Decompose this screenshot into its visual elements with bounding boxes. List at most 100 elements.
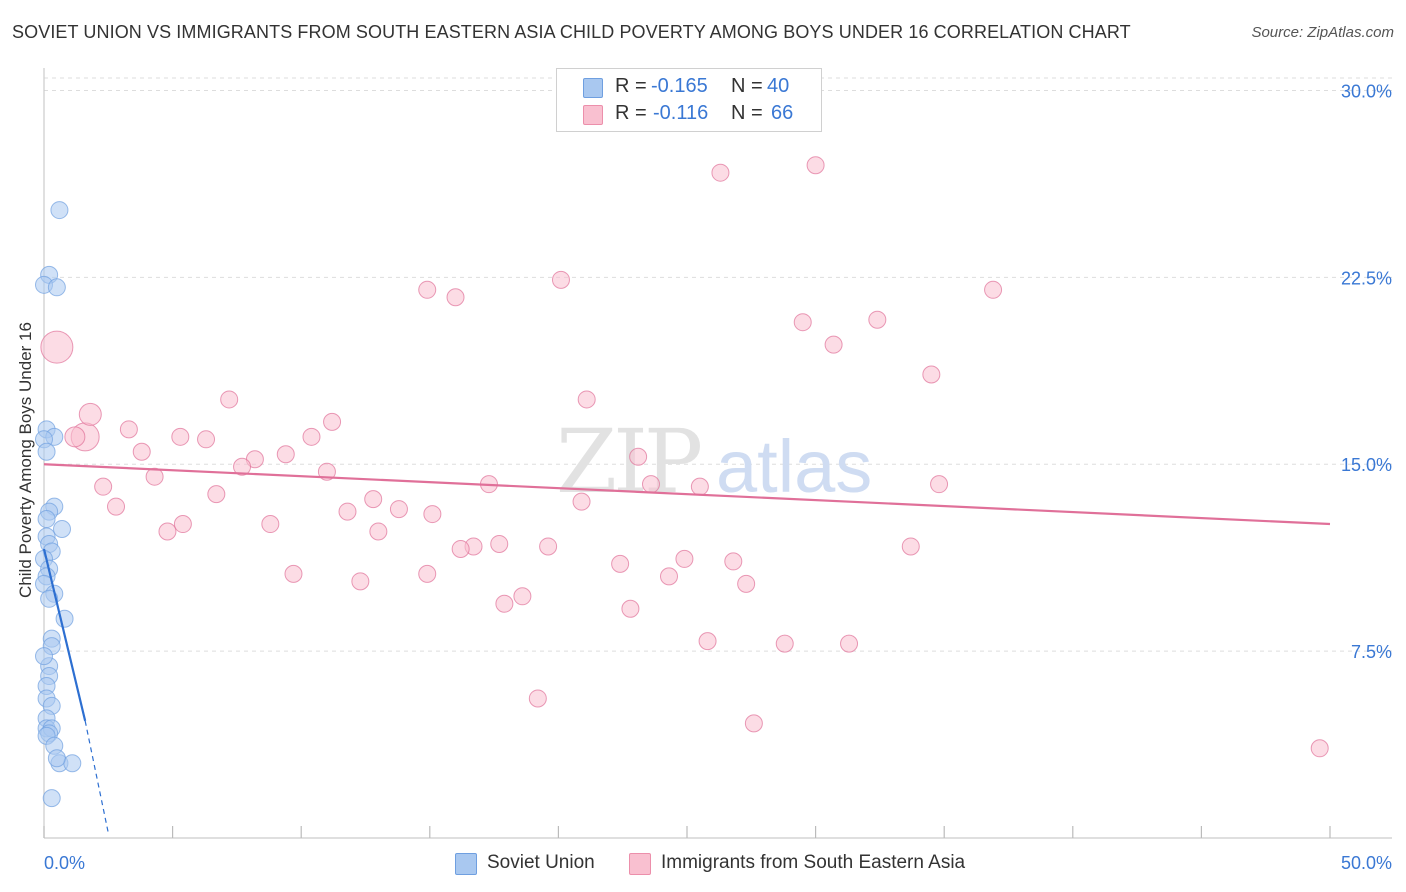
y-tick-label: 15.0% [1341,455,1392,475]
data-point [369,522,388,541]
bottom-legend-swatch-soviet-union [455,853,477,875]
data-point [171,427,190,446]
watermark-atlas: atlas [716,425,872,508]
data-point [107,497,126,516]
data-point [50,201,69,220]
grid-lines [44,77,1392,652]
data-point [922,365,941,384]
data-point [145,467,164,486]
data-point [53,520,72,539]
legend-n-label: N = [731,75,763,97]
bottom-legend-soviet-union: Soviet Union [455,852,615,876]
x-tick-label: 50.0% [1341,853,1392,873]
data-point [641,475,660,494]
data-point [47,749,66,768]
data-point [451,539,470,558]
trend-line-soviet-union-extension [84,720,109,834]
data-point [261,515,280,534]
y-axis-label-wrap: Child Poverty Among Boys Under 16 [6,300,46,620]
legend-swatch-soviet-union [583,78,603,98]
data-point [42,789,61,808]
data-point [577,390,596,409]
data-point [690,477,709,496]
data-point [930,475,949,494]
bottom-legend-immigrants-sea: Immigrants from South Eastern Asia [629,852,1009,876]
legend-swatch-immigrants-sea [583,105,603,125]
data-point [775,634,794,653]
tick-labels: 7.5% 15.0% 22.5% 30.0% 0.0% 50.0% [44,81,1392,873]
data-point [338,502,357,521]
series-immigrants-sea [40,156,1329,758]
data-point [495,594,514,613]
data-point [711,163,730,182]
data-point [868,310,887,329]
y-tick-label: 7.5% [1351,642,1392,662]
data-point [197,430,216,449]
data-point [446,288,465,307]
data-point [698,632,717,651]
y-tick-label: 22.5% [1341,268,1392,288]
data-point [528,689,547,708]
legend-r-label: R = [615,75,647,97]
trend-lines [42,463,1331,834]
data-point [119,420,138,439]
data-point [276,445,295,464]
legend-n-label: N = [731,102,763,124]
bottom-legend-label: Soviet Union [487,852,595,873]
data-point [78,402,102,426]
data-point [284,564,303,583]
data-point [513,587,532,606]
trend-line-soviet-union [42,548,87,722]
data-point [840,634,859,653]
data-point [220,390,239,409]
chart-title: SOVIET UNION VS IMMIGRANTS FROM SOUTH EA… [12,22,1131,42]
data-point [364,490,383,509]
y-tick-label: 30.0% [1341,81,1392,101]
x-tick-label: 0.0% [44,853,85,873]
data-point [724,552,743,571]
data-point [351,572,370,591]
data-point [629,447,648,466]
data-point [539,537,558,556]
data-point [40,589,59,608]
data-point [423,505,442,524]
bottom-legend-label: Immigrants from South Eastern Asia [661,852,966,873]
data-point [47,278,66,297]
data-point [675,549,694,568]
data-point [793,313,812,332]
data-point [572,492,591,511]
data-point [94,477,113,496]
source-label: Source: ZipAtlas.com [1251,24,1394,41]
data-point [1310,739,1329,758]
y-axis-label: Child Poverty Among Boys Under 16 [16,322,35,598]
data-point [317,462,336,481]
trend-line-immigrants-sea [43,463,1331,526]
series-soviet-union [35,201,82,808]
data-point [418,280,437,299]
data-point [659,567,678,586]
data-point [737,574,756,593]
data-point [323,412,342,431]
data-point [173,515,192,534]
data-point [490,534,509,553]
data-point [551,270,570,289]
data-point [389,500,408,519]
data-point [418,564,437,583]
data-point [621,599,640,618]
legend-n-value: 40 [767,75,790,97]
legend-n-value: 66 [771,102,794,124]
data-point [984,280,1003,299]
legend-r-value: -0.116 [653,102,709,124]
data-point [40,330,74,364]
data-point [901,537,920,556]
watermark: ZIP atlas [556,410,872,513]
data-point [63,754,82,773]
data-point [744,714,763,733]
data-point [207,485,226,504]
data-point [806,156,825,175]
data-point [158,522,177,541]
data-point [611,554,630,573]
data-point [64,426,86,448]
legend-r-label: R = [615,102,647,124]
legend-r-value: -0.165 [651,75,708,97]
